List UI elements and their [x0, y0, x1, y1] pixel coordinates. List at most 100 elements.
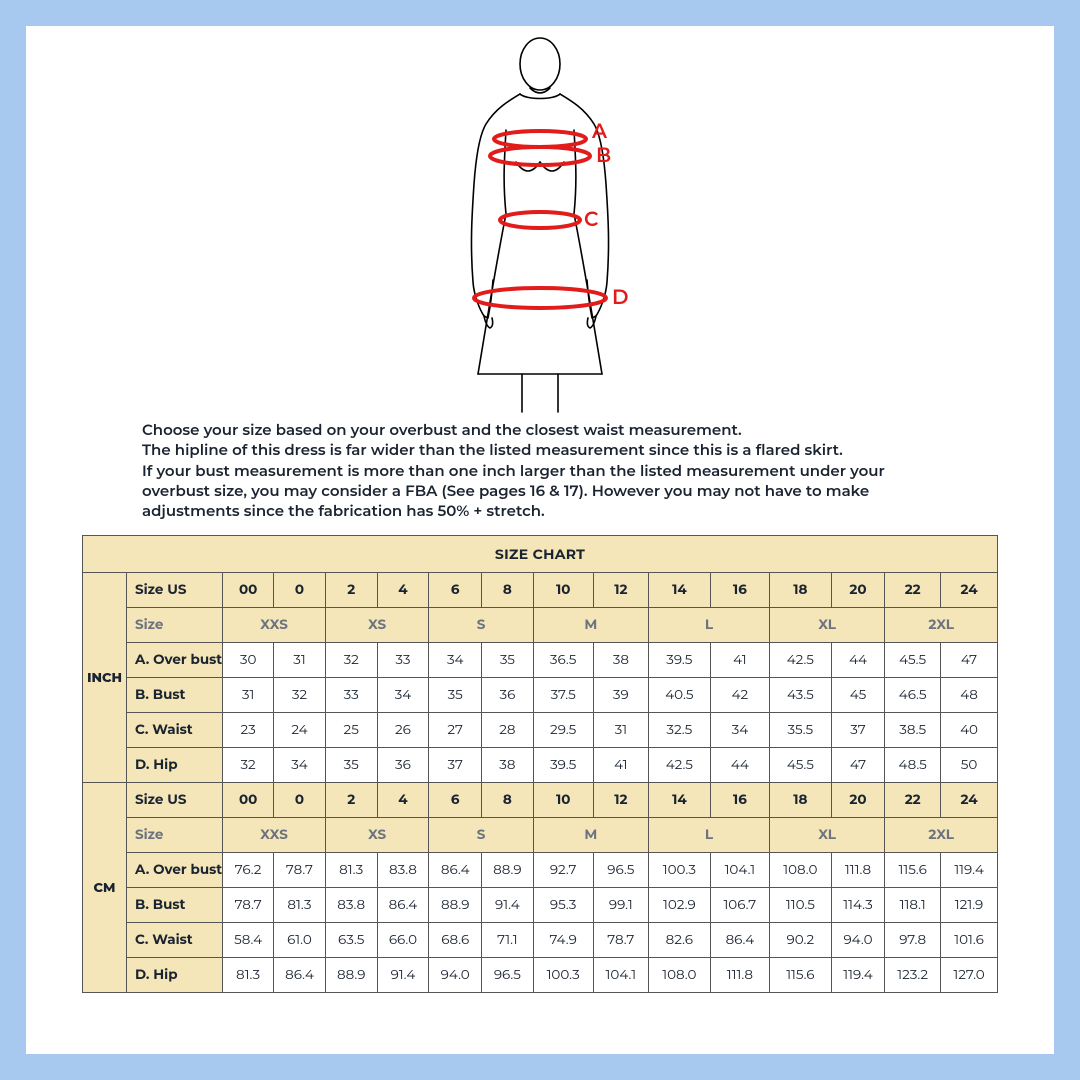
measure-cell: 78.7 — [593, 923, 648, 958]
measure-cell: 127.0 — [941, 958, 998, 993]
size-chart-table: SIZE CHART INCHSize US000246810121416182… — [82, 535, 998, 993]
row-label-sizeus: Size US — [127, 573, 223, 608]
measure-cell: 92.7 — [533, 853, 593, 888]
measure-cell: 81.3 — [274, 888, 326, 923]
measure-cell: 106.7 — [710, 888, 769, 923]
row-label-sizealpha: Size — [127, 608, 223, 643]
measure-cell: 86.4 — [710, 923, 769, 958]
measure-cell: 104.1 — [710, 853, 769, 888]
measure-cell: 34 — [274, 748, 326, 783]
measure-cell: 37 — [429, 748, 482, 783]
measure-row-label: D. Hip — [127, 748, 223, 783]
measure-cell: 110.5 — [770, 888, 832, 923]
sizealpha-cell: S — [429, 608, 533, 643]
measure-cell: 123.2 — [885, 958, 941, 993]
sizeus-cell: 22 — [885, 783, 941, 818]
measure-cell: 32 — [223, 748, 274, 783]
measure-cell: 25 — [325, 713, 377, 748]
measure-cell: 48.5 — [885, 748, 941, 783]
measure-cell: 83.8 — [377, 853, 429, 888]
measure-cell: 35.5 — [770, 713, 832, 748]
instructions-line: If your bust measurement is more than on… — [142, 461, 938, 522]
measure-cell: 95.3 — [533, 888, 593, 923]
sizeus-cell: 16 — [710, 783, 769, 818]
row-label-sizeus: Size US — [127, 783, 223, 818]
sizeus-cell: 10 — [533, 573, 593, 608]
measure-cell: 42.5 — [649, 748, 711, 783]
measure-cell: 99.1 — [593, 888, 648, 923]
measure-cell: 34 — [429, 643, 482, 678]
sizeus-cell: 0 — [274, 783, 326, 818]
measure-cell: 121.9 — [941, 888, 998, 923]
row-label-sizealpha: Size — [127, 818, 223, 853]
measure-cell: 94.0 — [429, 958, 482, 993]
measure-cell: 46.5 — [885, 678, 941, 713]
measure-cell: 91.4 — [482, 888, 534, 923]
figure-label-d: D — [612, 286, 629, 310]
measure-cell: 96.5 — [593, 853, 648, 888]
measure-cell: 44 — [710, 748, 769, 783]
instructions-line: The hipline of this dress is far wider t… — [142, 440, 938, 460]
sizealpha-cell: 2XL — [885, 608, 998, 643]
measure-cell: 101.6 — [941, 923, 998, 958]
measure-cell: 28 — [482, 713, 534, 748]
measure-cell: 61.0 — [274, 923, 326, 958]
measure-cell: 37 — [831, 713, 885, 748]
measure-row-label: C. Waist — [127, 923, 223, 958]
measure-cell: 40 — [941, 713, 998, 748]
sizeus-cell: 4 — [377, 783, 429, 818]
measure-cell: 38 — [482, 748, 534, 783]
sizealpha-cell: S — [429, 818, 533, 853]
measure-cell: 111.8 — [831, 853, 885, 888]
measure-cell: 81.3 — [223, 958, 274, 993]
measure-cell: 27 — [429, 713, 482, 748]
measure-cell: 42.5 — [770, 643, 832, 678]
measure-row-label: B. Bust — [127, 888, 223, 923]
unit-label: INCH — [83, 573, 127, 783]
measure-cell: 71.1 — [482, 923, 534, 958]
measure-cell: 43.5 — [770, 678, 832, 713]
measure-cell: 47 — [831, 748, 885, 783]
measure-cell: 90.2 — [770, 923, 832, 958]
measure-cell: 82.6 — [649, 923, 711, 958]
sizeus-cell: 8 — [482, 783, 534, 818]
measure-cell: 66.0 — [377, 923, 429, 958]
measure-cell: 39.5 — [649, 643, 711, 678]
measure-cell: 88.9 — [325, 958, 377, 993]
measure-row-label: C. Waist — [127, 713, 223, 748]
sizealpha-cell: XXS — [223, 608, 326, 643]
instructions-line: Choose your size based on your overbust … — [142, 420, 938, 440]
measure-cell: 74.9 — [533, 923, 593, 958]
measure-cell: 41 — [593, 748, 648, 783]
sizeus-cell: 6 — [429, 573, 482, 608]
table-title: SIZE CHART — [83, 536, 998, 573]
measure-cell: 118.1 — [885, 888, 941, 923]
measure-cell: 36 — [377, 748, 429, 783]
sizeus-cell: 10 — [533, 783, 593, 818]
measure-cell: 26 — [377, 713, 429, 748]
sizeus-cell: 4 — [377, 573, 429, 608]
sizealpha-cell: L — [649, 818, 770, 853]
sizeus-cell: 24 — [941, 783, 998, 818]
measure-cell: 39 — [593, 678, 648, 713]
measure-cell: 58.4 — [223, 923, 274, 958]
sizealpha-cell: XL — [770, 608, 885, 643]
measure-cell: 36 — [482, 678, 534, 713]
measure-cell: 30 — [223, 643, 274, 678]
sizeus-cell: 0 — [274, 573, 326, 608]
measure-cell: 34 — [377, 678, 429, 713]
measure-cell: 31 — [593, 713, 648, 748]
sizeus-cell: 00 — [223, 573, 274, 608]
measure-cell: 102.9 — [649, 888, 711, 923]
measure-cell: 119.4 — [941, 853, 998, 888]
measure-cell: 83.8 — [325, 888, 377, 923]
measure-cell: 44 — [831, 643, 885, 678]
measure-cell: 78.7 — [223, 888, 274, 923]
sizeus-cell: 12 — [593, 573, 648, 608]
measure-row-label: A. Over bust — [127, 853, 223, 888]
figure-label-c: C — [584, 208, 598, 232]
measure-cell: 88.9 — [429, 888, 482, 923]
measure-cell: 86.4 — [377, 888, 429, 923]
measure-row-label: B. Bust — [127, 678, 223, 713]
measure-cell: 32 — [325, 643, 377, 678]
